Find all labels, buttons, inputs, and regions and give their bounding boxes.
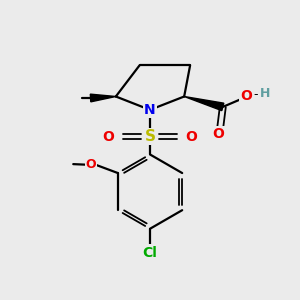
Text: O: O xyxy=(103,130,114,144)
Text: O: O xyxy=(186,130,197,144)
Text: H: H xyxy=(260,87,270,100)
Text: S: S xyxy=(145,129,155,144)
Polygon shape xyxy=(184,97,224,111)
Polygon shape xyxy=(90,94,116,102)
Text: O: O xyxy=(212,127,224,141)
Text: N: N xyxy=(144,103,156,117)
Text: O: O xyxy=(240,88,252,103)
Text: -: - xyxy=(254,88,258,101)
Text: Cl: Cl xyxy=(142,245,158,260)
Text: O: O xyxy=(86,158,96,171)
